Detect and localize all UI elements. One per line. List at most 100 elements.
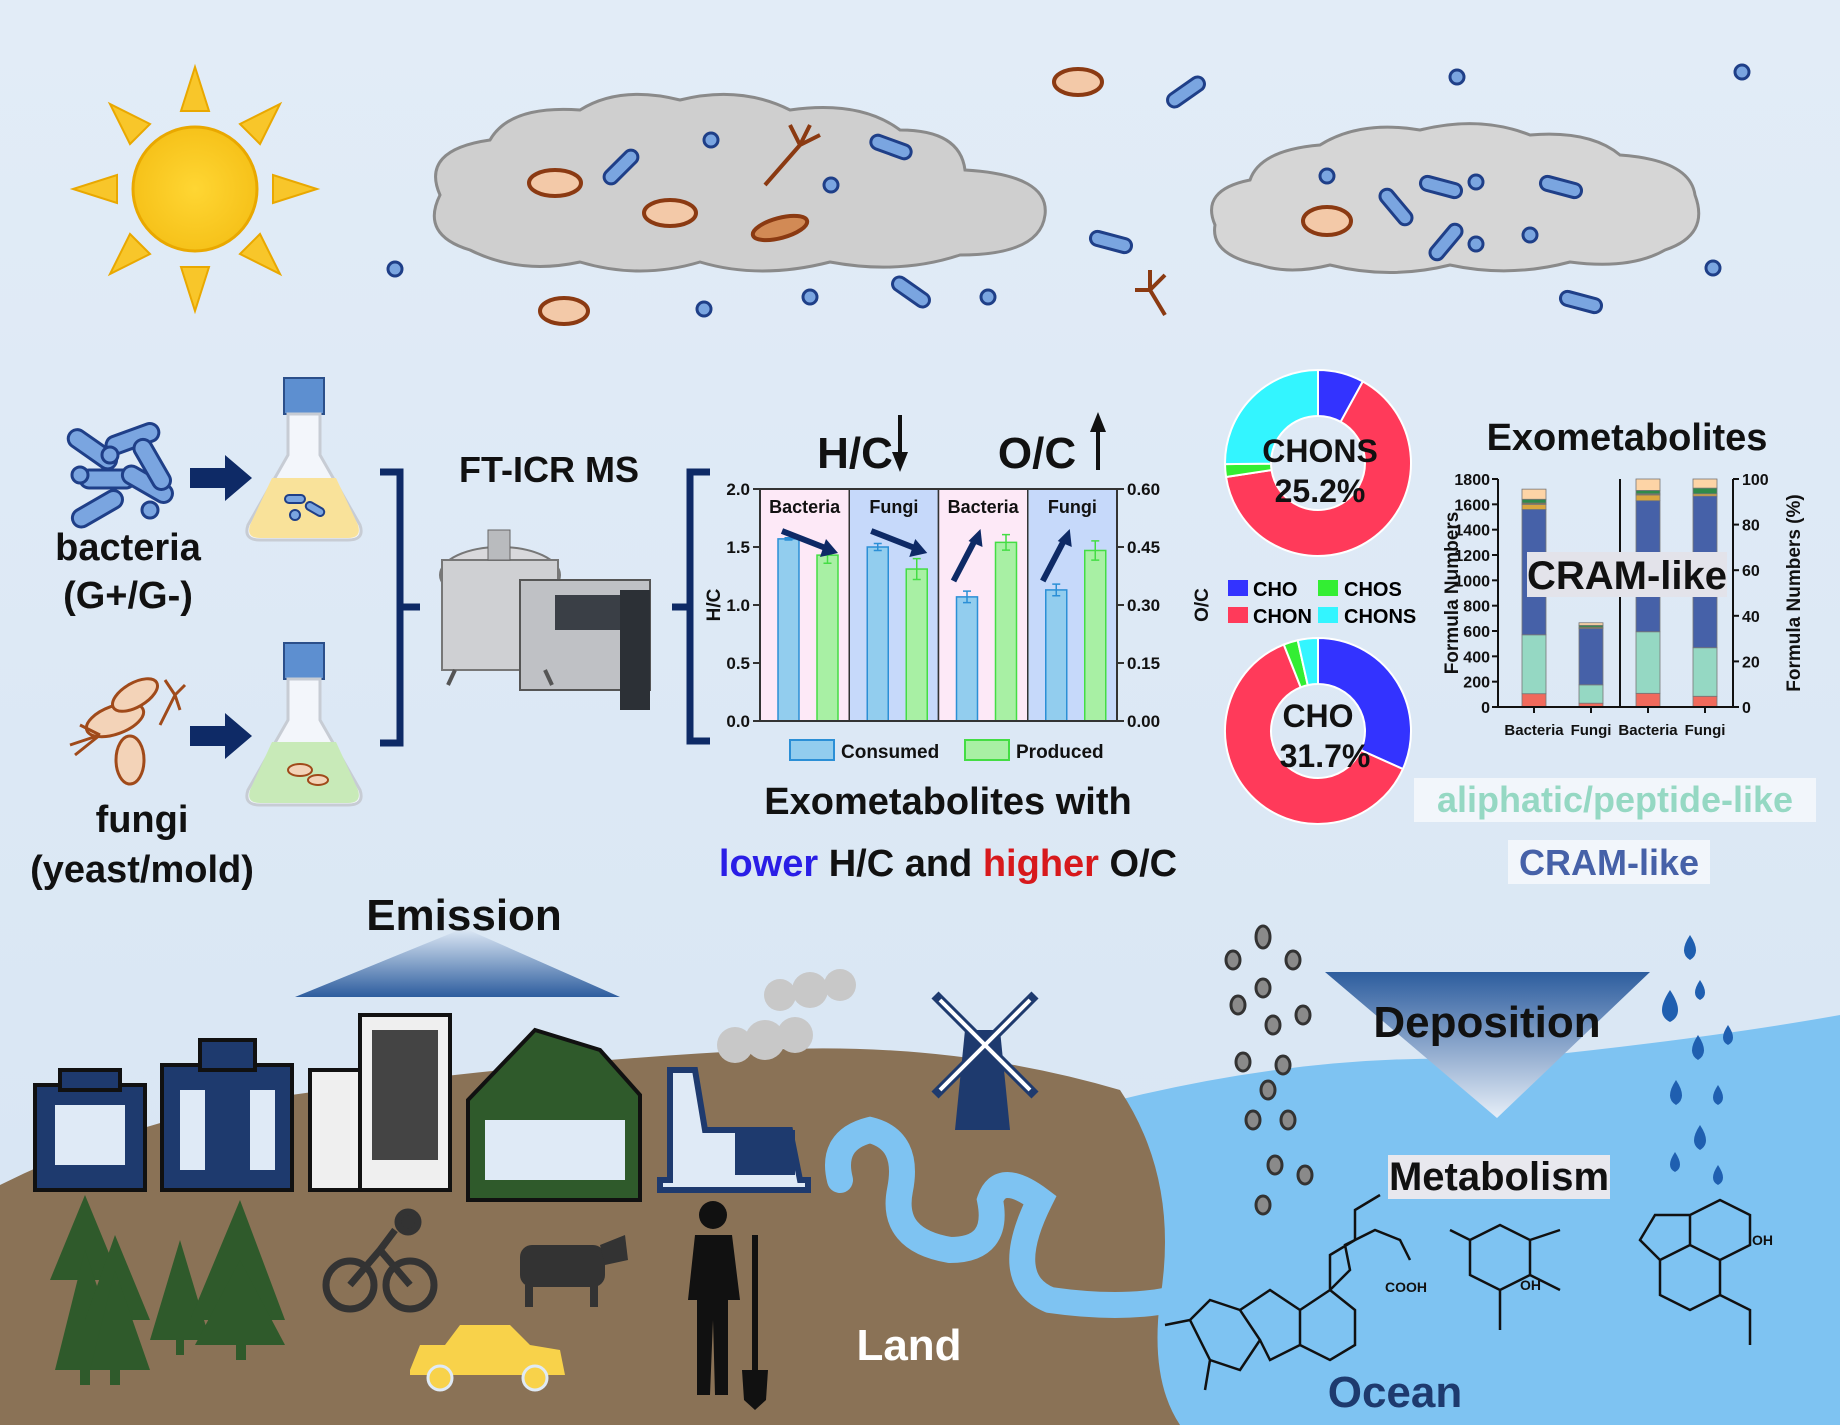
farmer-with-shovel-icon <box>688 1201 768 1410</box>
bracket-icon <box>672 468 710 745</box>
aliphatic-label-box <box>1414 778 1816 822</box>
flask-fungi-culture-icon <box>245 642 363 807</box>
y-tick-label-left: 1600 <box>1454 497 1490 514</box>
bracket-icon <box>380 468 420 747</box>
y-tick-label-left: 800 <box>1463 599 1490 616</box>
bar-consumed <box>777 538 800 722</box>
cyclist-icon <box>322 1208 438 1313</box>
y-tick-label-left: 200 <box>1463 675 1490 692</box>
summary-lower: lower <box>719 843 818 885</box>
bar-consumed <box>955 596 979 722</box>
stacked-title: Exometabolites <box>1487 417 1768 459</box>
summary-mid: H/C and <box>818 843 983 885</box>
deposition-arrow-icon <box>1325 972 1650 1118</box>
y-tick-label-right: 0.15 <box>1127 654 1160 673</box>
stacked-segment <box>1521 503 1547 510</box>
raindrops-icon <box>1662 935 1733 1185</box>
y-tick-label-right: 40 <box>1742 609 1760 626</box>
arrow-up-right-icon <box>950 537 979 583</box>
y-tick-label-right: 0 <box>1742 700 1751 717</box>
cram-label: CRAM-like <box>1519 842 1699 883</box>
stacked-segment <box>1578 622 1604 626</box>
legend-chons: CHONS <box>1344 606 1416 628</box>
instrument-label: FT-ICR MS <box>459 449 639 490</box>
donut-legend: CHO CHOS CHON CHONS <box>1228 579 1416 628</box>
bar-consumed <box>1045 589 1068 722</box>
donut-top-label: CHONS <box>1262 433 1378 469</box>
stacked-segment <box>1692 487 1718 495</box>
land-label: Land <box>856 1321 961 1370</box>
legend-swatch-chons <box>1318 607 1338 623</box>
panel-label: Fungi <box>1048 497 1097 517</box>
y-tick-label-right: 0.60 <box>1127 480 1160 499</box>
legend-label: Consumed <box>841 742 939 763</box>
y-axis-label-left: Formula Numbers <box>1442 512 1463 675</box>
y-tick-label-left: 1.0 <box>726 596 750 615</box>
stacked-segment <box>1521 634 1547 695</box>
arrow-down-icon <box>892 415 908 472</box>
stacked-segment <box>1521 693 1547 708</box>
legend-swatch <box>964 739 1010 761</box>
y-tick-label-right: 60 <box>1742 563 1760 580</box>
bar-produced <box>905 568 928 722</box>
donut-slice-chons <box>1296 636 1319 687</box>
panel-label: Fungi <box>869 497 918 517</box>
panel-label: Bacteria <box>948 497 1020 517</box>
x-tick-label: Bacteria <box>1618 722 1678 739</box>
arrow-head-icon <box>1057 529 1072 547</box>
elemental-composition-donuts <box>1223 368 1412 825</box>
y-tick-label-right: 0.00 <box>1127 712 1160 731</box>
sun-icon <box>69 63 321 315</box>
y-tick-label-left: 600 <box>1463 624 1490 641</box>
donut-bottom-label: CHO <box>1282 698 1353 734</box>
y-tick-label-left: 1200 <box>1454 548 1490 565</box>
arrow-up-right-icon <box>1040 537 1068 583</box>
windmill-icon <box>931 991 1039 1130</box>
x-tick-label: Bacteria <box>1504 722 1564 739</box>
donut-slice-chons <box>1224 368 1319 466</box>
error-bar <box>963 590 971 604</box>
stacked-segment <box>1635 494 1661 502</box>
y-tick-label-right: 100 <box>1742 472 1769 489</box>
stacked-segment <box>1635 489 1661 495</box>
y-tick-label-right: 0.45 <box>1127 538 1160 557</box>
cooh-label: COOH <box>1385 1279 1427 1295</box>
stacked-segment <box>1578 628 1604 686</box>
stacked-segment <box>1692 695 1718 708</box>
legend-swatch <box>789 739 835 761</box>
ft-icr-ms-instrument-icon <box>439 529 651 710</box>
trees-icon <box>50 1195 285 1385</box>
factory-icon <box>657 969 856 1193</box>
legend-chon: CHON <box>1253 606 1312 628</box>
stacked-segment <box>1521 488 1547 500</box>
y-tick-label-right: 80 <box>1742 518 1760 535</box>
bar-consumed <box>866 546 889 722</box>
donut-bottom-value: 31.7% <box>1280 738 1371 774</box>
donut-slice-chon <box>1224 380 1412 557</box>
cow-icon <box>520 1235 628 1307</box>
stacked-segment <box>1521 498 1547 504</box>
error-bar <box>1091 540 1100 561</box>
y-tick-label-left: 1400 <box>1454 523 1490 540</box>
bacteria-icon <box>66 422 174 529</box>
legend-swatch-chon <box>1228 607 1248 623</box>
bacteria-label: bacteria <box>55 527 202 569</box>
legend-swatch-chos <box>1318 580 1338 596</box>
summary-higher: higher <box>983 843 1099 885</box>
molecule-structure-icon <box>1164 1193 1752 1391</box>
y-tick-label-left: 400 <box>1463 649 1490 666</box>
stacked-segment <box>1692 478 1718 489</box>
fungi-subtitle: (yeast/mold) <box>30 849 254 891</box>
y-tick-label-left: 1000 <box>1454 573 1490 590</box>
ratio-bar-chart: Bacteria Fungi Bacteria Fungi 0.0 0.5 1.0 1.5 2.… <box>704 480 1213 763</box>
y-axis-label-left: H/C <box>704 588 725 621</box>
arrow-down-right-icon <box>780 528 830 552</box>
fungi-icon <box>69 677 187 786</box>
taxi-icon <box>410 1325 565 1392</box>
y-tick-label-left: 1.5 <box>726 538 750 557</box>
error-bar <box>1052 583 1061 597</box>
metabolism-label: Metabolism <box>1389 1155 1609 1199</box>
stacked-segment <box>1635 478 1661 491</box>
metabolism-label-box <box>1388 1155 1610 1199</box>
